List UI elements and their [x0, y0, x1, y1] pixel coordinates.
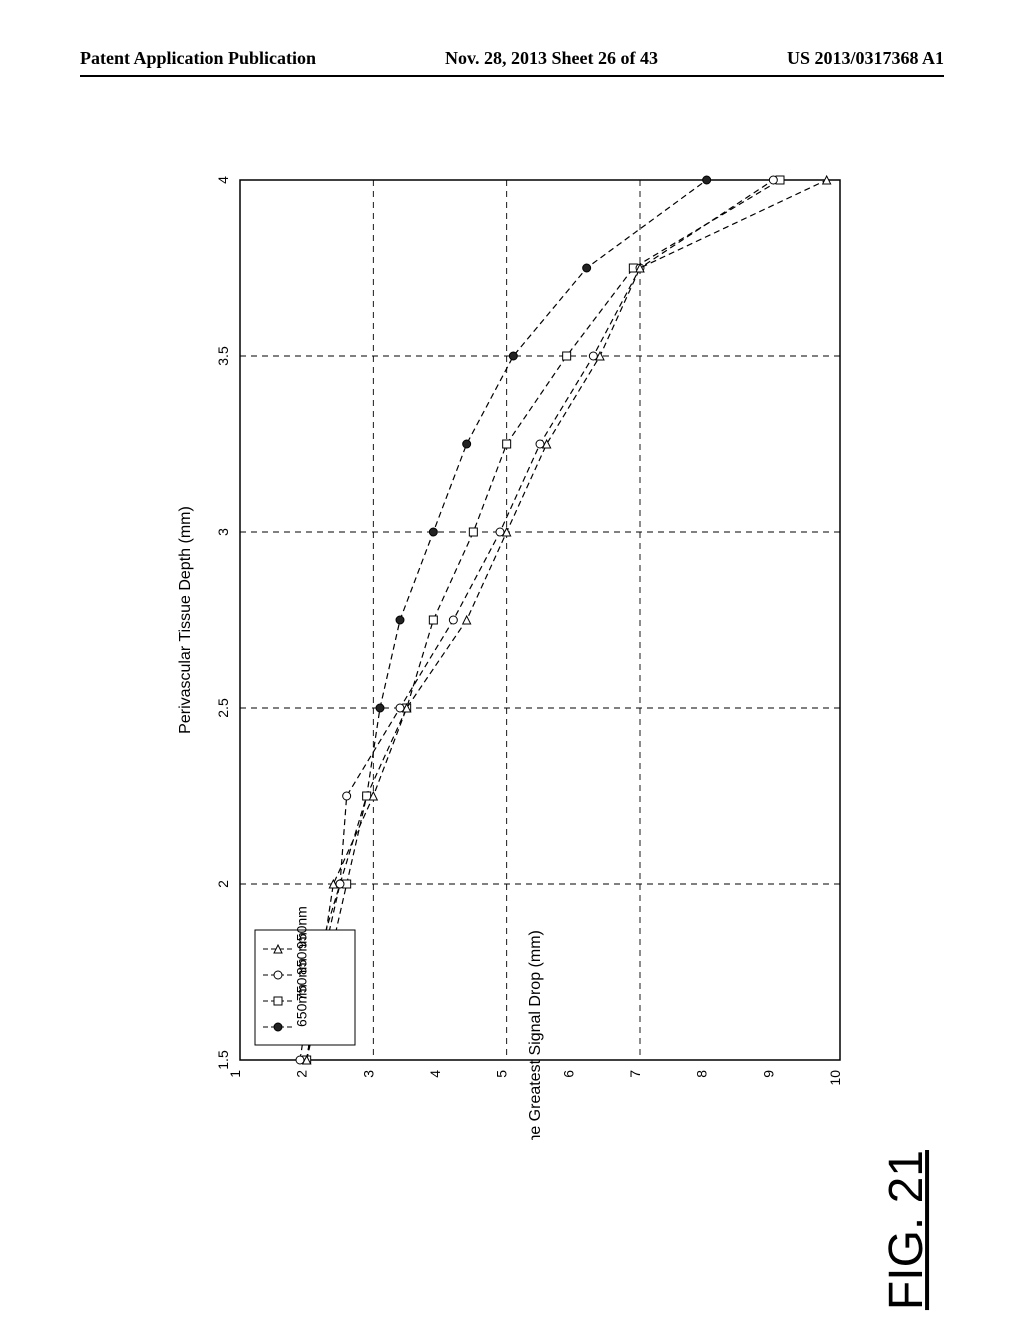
svg-text:6: 6: [560, 1070, 576, 1078]
svg-text:10: 10: [827, 1070, 843, 1086]
figure-label: FIG. 21: [879, 1150, 934, 1310]
svg-text:3: 3: [360, 1070, 376, 1078]
svg-text:950nm: 950nm: [294, 906, 310, 949]
svg-text:5: 5: [494, 1070, 510, 1078]
svg-text:1.5: 1.5: [215, 1050, 231, 1070]
svg-text:Perivascular Tissue Depth (mm): Perivascular Tissue Depth (mm): [177, 506, 194, 734]
svg-text:3.5: 3.5: [215, 346, 231, 366]
page-header: Patent Application Publication Nov. 28, …: [80, 48, 944, 77]
svg-text:Spacing Distance with the Grea: Spacing Distance with the Greatest Signa…: [527, 930, 544, 1140]
svg-text:3: 3: [215, 528, 231, 536]
svg-text:7: 7: [627, 1070, 643, 1078]
header-left: Patent Application Publication: [80, 48, 316, 69]
svg-text:2: 2: [294, 1070, 310, 1078]
svg-text:4: 4: [215, 176, 231, 184]
svg-text:8: 8: [694, 1070, 710, 1078]
svg-text:2: 2: [215, 880, 231, 888]
svg-text:9: 9: [760, 1070, 776, 1078]
chart-container: 1 2 3 4 5 6 7 8 9 10 1.5 2 2.5 3 3.5 4 Perivascular Tiss…: [140, 160, 860, 1140]
svg-text:4: 4: [427, 1070, 443, 1078]
svg-text:1: 1: [227, 1070, 243, 1078]
line-chart: 1 2 3 4 5 6 7 8 9 10 1.5 2 2.5 3 3.5 4 Perivascular Tiss…: [140, 160, 860, 1140]
header-right: US 2013/0317368 A1: [787, 48, 944, 69]
header-center: Nov. 28, 2013 Sheet 26 of 43: [445, 48, 658, 69]
svg-text:2.5: 2.5: [215, 698, 231, 718]
